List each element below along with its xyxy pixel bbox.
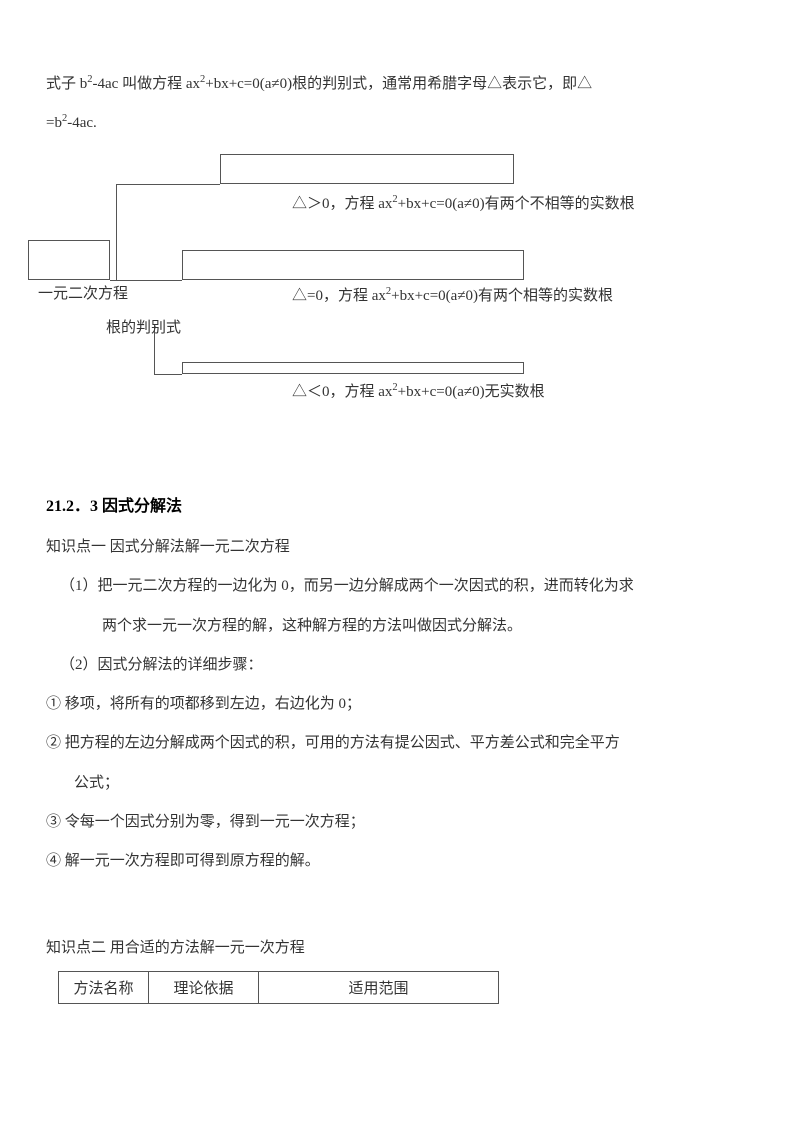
connector-line [154, 374, 182, 375]
table-header-col2: 理论依据 [149, 971, 259, 1003]
diagram-box-top [220, 154, 514, 184]
diagram-sub-label: 根的判别式 [106, 316, 181, 337]
intro-text: -4ac 叫做方程 ax [93, 76, 200, 92]
paragraph-1b: 两个求一元一次方程的解，这种解方程的方法叫做因式分解法。 [46, 609, 748, 644]
sub-label-text: 根的判别式 [106, 320, 181, 336]
paragraph-1: （1）把一元二次方程的一边化为 0，而另一边分解成两个一次因式的积，进而转化为求 [46, 569, 748, 604]
case-text: +bx+c=0(a≠0)有两个不相等的实数根 [398, 196, 635, 212]
section-heading: 21.2．3 因式分解法 [46, 492, 748, 516]
paragraph-2: （2）因式分解法的详细步骤： [46, 648, 748, 683]
intro-text: 式子 b [46, 76, 87, 92]
step-2b: 公式； [46, 766, 748, 801]
connector-line [110, 280, 182, 281]
diagram-box-stub [182, 362, 524, 374]
diagram-box-left [28, 240, 110, 280]
diagram-box-mid [182, 250, 524, 280]
step-2: ② 把方程的左边分解成两个因式的积，可用的方法有提公因式、平方差公式和完全平方 [46, 726, 748, 761]
step-3: ③ 令每一个因式分别为零，得到一元一次方程； [46, 805, 748, 840]
case-text: +bx+c=0(a≠0)无实数根 [398, 384, 545, 400]
intro-paragraph-line2: =b2-4ac. [46, 107, 748, 140]
step-1: ① 移项，将所有的项都移到左边，右边化为 0； [46, 687, 748, 722]
intro-paragraph: 式子 b2-4ac 叫做方程 ax2+bx+c=0(a≠0)根的判别式，通常用希… [46, 68, 748, 101]
case-text: △＜0，方程 ax [292, 384, 392, 400]
intro-text: -4ac. [67, 115, 97, 131]
diagram-case1: △＞0，方程 ax2+bx+c=0(a≠0)有两个不相等的实数根 [292, 192, 635, 213]
methods-table: 方法名称 理论依据 适用范围 [58, 971, 499, 1004]
intro-text: =b [46, 115, 62, 131]
diagram-case3: △＜0，方程 ax2+bx+c=0(a≠0)无实数根 [292, 380, 545, 401]
root-label-text: 一元二次方程 [38, 286, 128, 302]
table-header-col3: 适用范围 [259, 971, 499, 1003]
connector-line [116, 184, 220, 185]
diagram-root-label: 一元二次方程 [38, 282, 128, 303]
case-text: △＞0，方程 ax [292, 196, 392, 212]
case-text: +bx+c=0(a≠0)有两个相等的实数根 [391, 288, 613, 304]
step-4: ④ 解一元一次方程即可得到原方程的解。 [46, 844, 748, 879]
knowledge-point-2-title: 知识点二 用合适的方法解一元一次方程 [46, 931, 748, 966]
knowledge-point-1-title: 知识点一 因式分解法解一元二次方程 [46, 530, 748, 565]
diagram-case2: △=0，方程 ax2+bx+c=0(a≠0)有两个相等的实数根 [292, 284, 613, 305]
table-row: 方法名称 理论依据 适用范围 [59, 971, 499, 1003]
connector-line [116, 184, 117, 280]
table-header-col1: 方法名称 [59, 971, 149, 1003]
discriminant-diagram: 一元二次方程 根的判别式 △＞0，方程 ax2+bx+c=0(a≠0)有两个不相… [46, 154, 748, 474]
intro-text: +bx+c=0(a≠0)根的判别式，通常用希腊字母△表示它，即△ [205, 76, 592, 92]
case-text: △=0，方程 ax [292, 288, 386, 304]
